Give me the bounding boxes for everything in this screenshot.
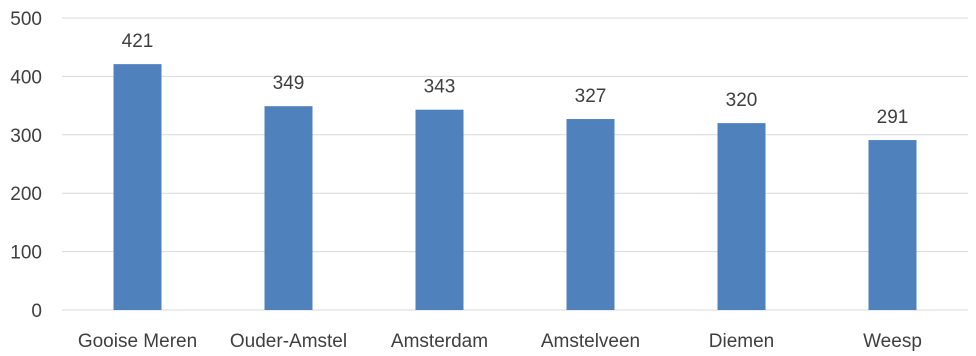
bar-amsterdam bbox=[415, 109, 464, 310]
data-label-gooise-meren: 421 bbox=[122, 31, 154, 52]
bar-gooise-meren bbox=[113, 64, 162, 310]
y-tick-label-400: 400 bbox=[10, 67, 42, 88]
y-axis-tick-labels: 0 100 200 300 400 500 bbox=[10, 9, 42, 322]
bar-diemen bbox=[717, 123, 766, 311]
x-axis-category-labels: Gooise Meren Ouder-Amstel Amsterdam Amstelv… bbox=[78, 331, 922, 352]
data-label-weesp: 291 bbox=[877, 107, 909, 128]
bar-weesp bbox=[868, 140, 917, 310]
bar-ouder-amstel bbox=[264, 106, 313, 311]
y-tick-label-500: 500 bbox=[10, 9, 42, 30]
y-tick-label-0: 0 bbox=[31, 301, 42, 322]
bar-amstelveen bbox=[566, 119, 615, 310]
x-tick-label-gooise-meren: Gooise Meren bbox=[78, 331, 197, 352]
x-tick-label-amstelveen: Amstelveen bbox=[541, 331, 640, 352]
y-tick-label-200: 200 bbox=[10, 184, 42, 205]
data-label-diemen: 320 bbox=[726, 90, 758, 111]
data-label-amsterdam: 343 bbox=[424, 77, 456, 98]
data-labels: 421 349 343 327 320 291 bbox=[122, 31, 909, 128]
x-tick-label-amsterdam: Amsterdam bbox=[391, 331, 488, 352]
x-tick-label-weesp: Weesp bbox=[863, 331, 922, 352]
data-label-ouder-amstel: 349 bbox=[273, 73, 305, 94]
x-tick-label-ouder-amstel: Ouder-Amstel bbox=[230, 331, 347, 352]
bars bbox=[113, 64, 917, 311]
y-tick-label-300: 300 bbox=[10, 126, 42, 147]
x-tick-label-diemen: Diemen bbox=[709, 331, 774, 352]
data-label-amstelveen: 327 bbox=[575, 86, 607, 107]
gridlines bbox=[62, 17, 968, 311]
y-tick-label-100: 100 bbox=[10, 243, 42, 264]
